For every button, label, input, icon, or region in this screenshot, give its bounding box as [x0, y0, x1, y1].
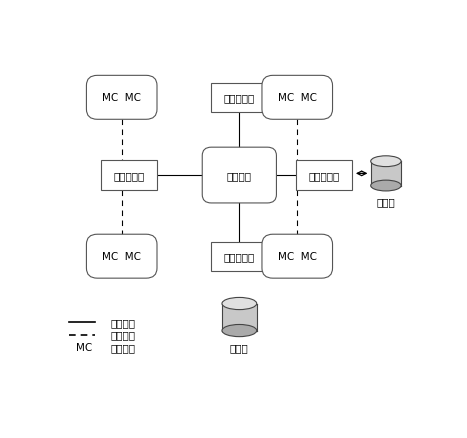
FancyBboxPatch shape — [86, 235, 157, 279]
FancyBboxPatch shape — [211, 84, 268, 113]
FancyBboxPatch shape — [101, 160, 157, 191]
Text: MC  MC: MC MC — [102, 251, 141, 261]
Text: 广播服务器: 广播服务器 — [113, 171, 145, 180]
Polygon shape — [371, 162, 401, 186]
FancyBboxPatch shape — [262, 76, 333, 120]
Text: MC  MC: MC MC — [278, 93, 317, 103]
Text: MC  MC: MC MC — [102, 93, 141, 103]
FancyBboxPatch shape — [202, 148, 276, 204]
Polygon shape — [222, 304, 257, 331]
FancyBboxPatch shape — [211, 242, 268, 271]
Text: 数据库: 数据库 — [230, 343, 249, 353]
Ellipse shape — [371, 181, 401, 191]
Text: 有线连接: 有线连接 — [111, 317, 136, 327]
Ellipse shape — [222, 298, 257, 310]
Text: 固定网络: 固定网络 — [227, 171, 252, 180]
Text: MC  MC: MC MC — [278, 251, 317, 261]
FancyBboxPatch shape — [262, 235, 333, 279]
FancyBboxPatch shape — [86, 76, 157, 120]
Text: 广播服务器: 广播服务器 — [309, 171, 340, 180]
FancyBboxPatch shape — [297, 160, 353, 191]
Ellipse shape — [371, 156, 401, 167]
Ellipse shape — [222, 325, 257, 337]
Text: MC: MC — [76, 343, 92, 353]
Text: 无线连接: 无线连接 — [111, 330, 136, 340]
Text: 移动终端: 移动终端 — [111, 343, 136, 353]
Text: 信息服务器: 信息服务器 — [224, 93, 255, 103]
Text: 信息服务器: 信息服务器 — [224, 251, 255, 261]
Text: 数据库: 数据库 — [376, 197, 395, 207]
